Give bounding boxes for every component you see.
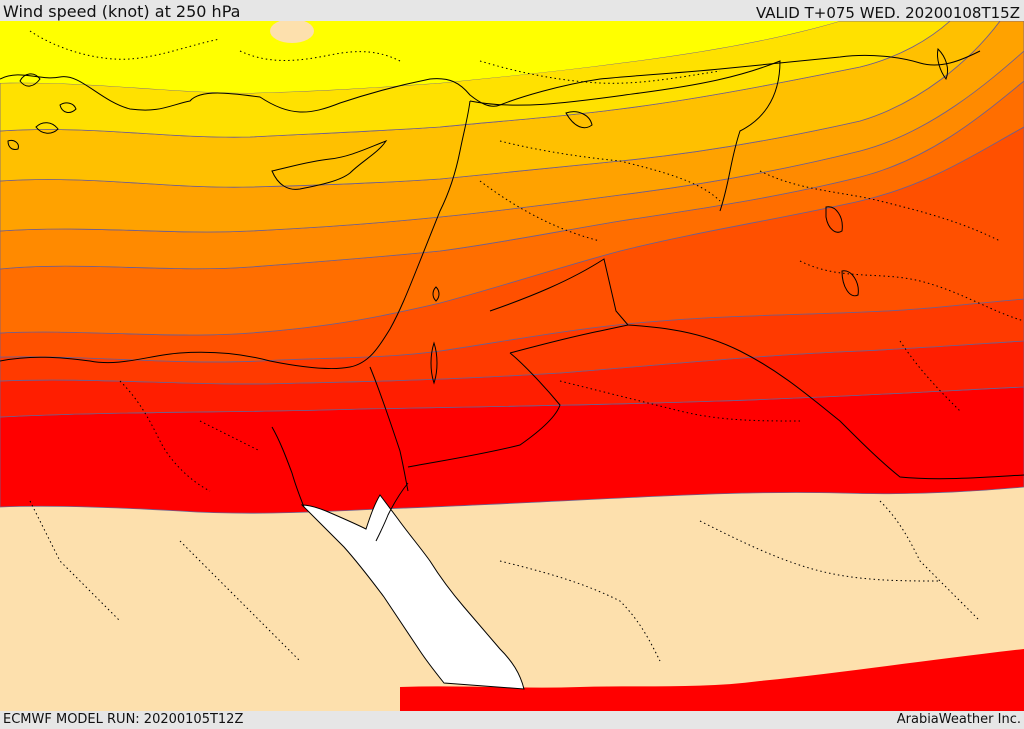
lake-van — [565, 111, 593, 129]
jordan-saudi-border — [509, 324, 629, 354]
credit-label: ArabiaWeather Inc. — [896, 712, 1021, 727]
wind-band-1 — [0, 21, 840, 93]
header-bar: Wind speed (knot) at 250 hPa VALID T+075… — [0, 0, 1024, 22]
province-boundaries — [29, 30, 1024, 662]
borders — [369, 60, 1024, 492]
levant-coast — [0, 100, 471, 370]
map-title: Wind speed (knot) at 250 hPa — [3, 2, 241, 21]
model-run: ECMWF MODEL RUN: 20200105T12Z — [3, 712, 244, 727]
turkey-syria-border — [469, 60, 781, 212]
dead-sea — [430, 341, 438, 385]
red-sea — [300, 494, 525, 690]
wind-band-10-south — [400, 649, 1024, 711]
gulf-of-suez-west — [271, 426, 305, 508]
egypt-israel-border — [369, 366, 409, 492]
map-canvas — [0, 21, 1024, 711]
urmia-lake — [937, 47, 949, 81]
syria-iraq-border — [489, 258, 1024, 480]
sinai-east — [375, 482, 409, 542]
galilee-lake — [432, 286, 440, 302]
aegean-islands — [7, 73, 77, 150]
iraq-lakes — [825, 206, 859, 297]
coastlines — [0, 47, 981, 542]
wind-speed-map — [0, 21, 1024, 711]
cyprus — [271, 139, 388, 190]
valid-time: VALID T+075 WED. 20200108T15Z — [755, 4, 1020, 22]
turkey-south-coast — [0, 50, 981, 113]
wind-band-2 — [0, 21, 951, 138]
footer-bar: ECMWF MODEL RUN: 20200105T12Z ArabiaWeat… — [0, 711, 1024, 729]
saudi-jordan-south — [407, 352, 561, 468]
below-threshold-patch — [270, 21, 314, 43]
